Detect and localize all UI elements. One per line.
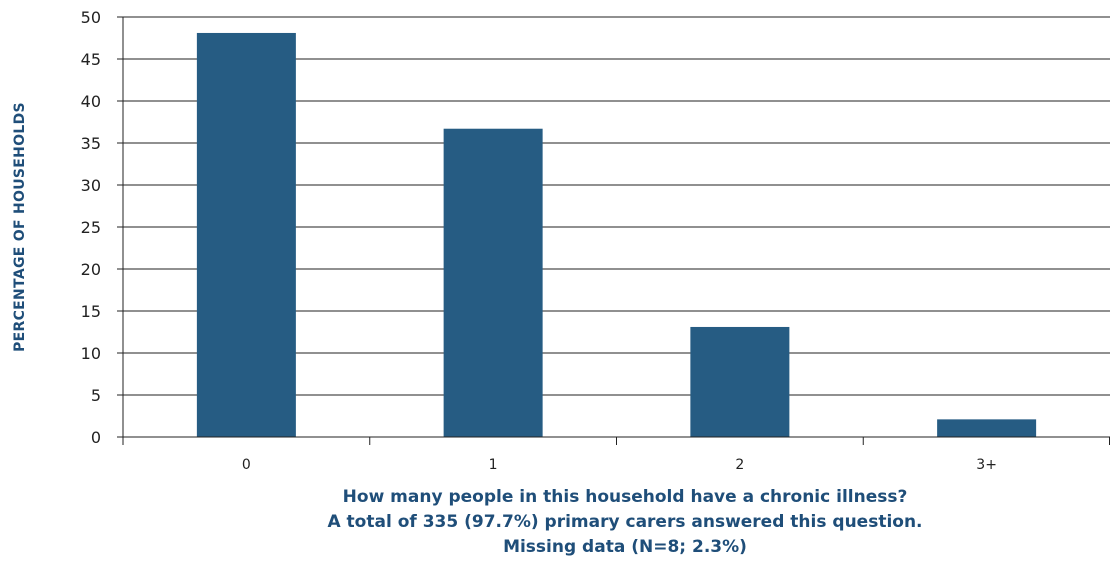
y-tick-label-25: 25	[81, 218, 101, 237]
caption-line-2: A total of 335 (97.7%) primary carers an…	[327, 512, 923, 532]
x-tick-label-1: 1	[489, 457, 498, 473]
bar-2	[690, 326, 790, 437]
y-axis-label: PERCENTAGE OF HOUSEHOLDS	[12, 102, 28, 352]
x-tick-label-3+: 3+	[976, 457, 997, 473]
caption-line-1: How many people in this household have a…	[342, 487, 908, 507]
y-tick-label-30: 30	[81, 176, 101, 195]
y-tick-label-5: 5	[91, 386, 101, 405]
y-tick-label-0: 0	[91, 428, 101, 447]
y-tick-label-20: 20	[81, 260, 101, 279]
y-tick-label-10: 10	[81, 344, 101, 363]
y-tick-label-15: 15	[81, 302, 101, 321]
chart-caption: How many people in this household have a…	[0, 485, 1110, 560]
y-tick-label-50: 50	[81, 8, 101, 27]
y-tick-label-45: 45	[81, 50, 101, 69]
bar-3+	[937, 419, 1037, 437]
x-tick-label-2: 2	[735, 457, 744, 473]
bar-0	[196, 32, 296, 438]
x-axis: 0 1 2 3+	[122, 17, 1110, 473]
bar-chart: 0 5 10 15 20 25 30 35 40 45 50 0 1 2 3+ PERCENTAGE OF…	[12, 8, 1110, 473]
bars	[196, 32, 1037, 438]
x-tick-label-0: 0	[242, 457, 251, 473]
bar-1	[443, 128, 543, 437]
y-axis-ticks: 0 5 10 15 20 25 30 35 40 45 50	[81, 8, 123, 447]
y-tick-label-40: 40	[81, 92, 101, 111]
y-tick-label-35: 35	[81, 134, 101, 153]
caption-line-3: Missing data (N=8; 2.3%)	[503, 537, 747, 557]
